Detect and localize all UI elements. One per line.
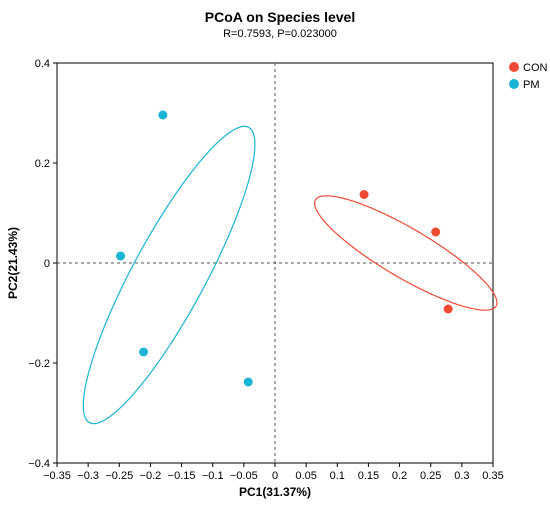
x-tick-label: 0.2: [392, 470, 407, 482]
legend-marker-pm: [509, 79, 519, 89]
reference-lines: [57, 63, 493, 463]
legend: CON PM: [509, 62, 548, 91]
x-tick-label: −0.25: [105, 470, 133, 482]
point-pm: [158, 110, 168, 120]
confidence-ellipses: [82, 125, 498, 425]
x-tick-label: 0: [272, 470, 278, 482]
ellipse-pm: [82, 125, 256, 425]
legend-label-pm: PM: [523, 79, 540, 91]
y-tick-label: 0: [44, 258, 50, 270]
x-tick-label: 0.15: [358, 470, 379, 482]
y-tick-label: 0.4: [35, 58, 50, 70]
x-tick-label: 0.05: [295, 470, 316, 482]
x-tick-label: −0.1: [202, 470, 224, 482]
x-tick-label: −0.2: [140, 470, 162, 482]
x-axis-ticks: −0.35 −0.3 −0.25 −0.2 −0.15 −0.1 −0.05 0 0.05 0.1…: [43, 463, 504, 482]
x-tick-label: −0.35: [43, 470, 71, 482]
data-points: [116, 110, 453, 387]
point-pm: [139, 347, 149, 357]
x-tick-label: 0.35: [482, 470, 503, 482]
legend-marker-con: [509, 62, 519, 72]
x-tick-label: 0.25: [420, 470, 441, 482]
point-con: [443, 304, 453, 314]
point-pm: [243, 377, 253, 387]
x-tick-label: 0.3: [454, 470, 469, 482]
point-con: [431, 227, 441, 237]
x-tick-label: 0.1: [330, 470, 345, 482]
y-axis-ticks: −0.4 −0.2 0 0.2 0.4: [28, 58, 57, 470]
y-axis-label: PC2(21.43%): [6, 227, 20, 299]
legend-label-con: CON: [523, 62, 548, 74]
point-pm: [116, 251, 126, 261]
x-tick-label: −0.3: [77, 470, 99, 482]
y-tick-label: 0.2: [35, 158, 50, 170]
chart-title: PCoA on Species level: [205, 9, 355, 25]
chart-subtitle: R=0.7593, P=0.023000: [223, 28, 337, 40]
ellipse-con: [314, 195, 498, 311]
point-con: [359, 190, 369, 199]
y-tick-label: −0.4: [28, 458, 50, 470]
x-tick-label: −0.05: [230, 470, 258, 482]
x-axis-label: PC1(31.37%): [239, 485, 311, 499]
y-tick-label: −0.2: [28, 358, 50, 370]
x-tick-label: −0.15: [168, 470, 196, 482]
